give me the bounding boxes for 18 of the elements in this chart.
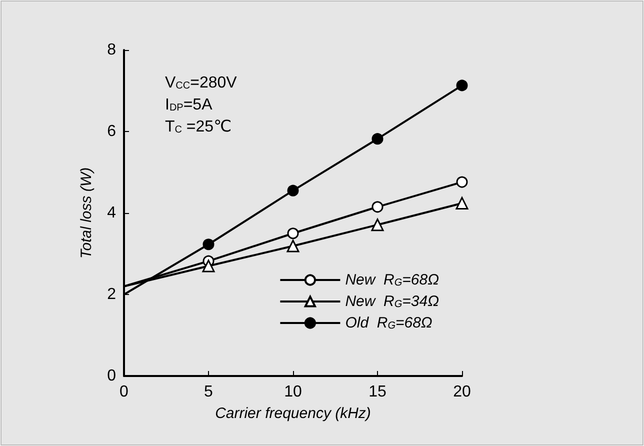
y-axis-title: Total loss (W)	[78, 167, 95, 259]
legend-label: New RG=34Ω	[345, 293, 440, 310]
legend-label: New RG=68Ω	[345, 272, 440, 288]
y-tick-label: 6	[107, 123, 116, 140]
x-tick-label: 0	[120, 384, 129, 400]
y-tick-label: 2	[107, 286, 116, 303]
annotation: VCC=280V	[165, 74, 238, 92]
legend-label: Old RG=68Ω	[345, 314, 432, 332]
x-axis-title: Carrier frequency (kHz)	[215, 405, 371, 422]
y-tick-label: 4	[107, 204, 116, 222]
y-tick-label: 8	[107, 42, 116, 58]
y-tick-label: 0	[107, 368, 116, 384]
x-tick-label: 20	[453, 384, 471, 400]
annotation: IDP=5A	[165, 96, 213, 114]
x-tick-label: 10	[284, 384, 302, 400]
x-tick-label: 15	[368, 384, 386, 400]
annotation: TC =25℃	[165, 118, 232, 136]
x-tick-label: 5	[204, 384, 214, 400]
